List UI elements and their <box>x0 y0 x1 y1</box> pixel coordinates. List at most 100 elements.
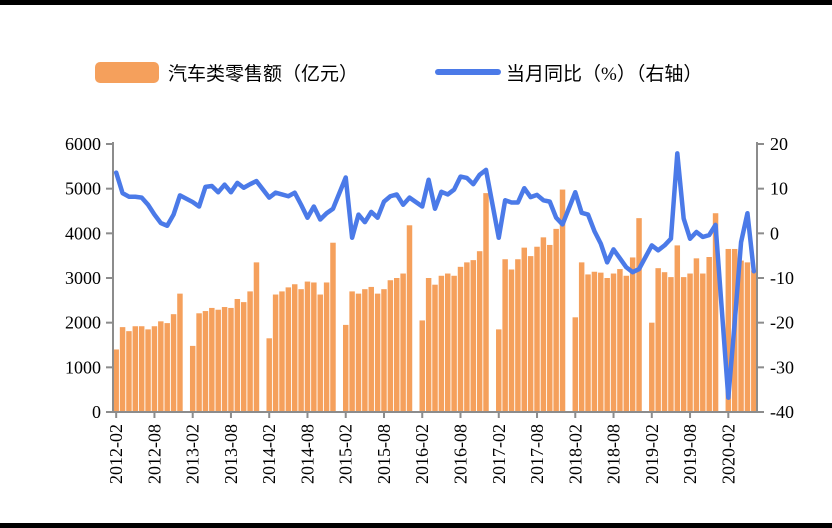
bar-2016-12 <box>483 193 489 412</box>
right-axis-label: -30 <box>770 357 794 377</box>
x-axis-label: 2019-02 <box>642 424 662 484</box>
bar-2016-03 <box>425 278 432 412</box>
bar-2019-11 <box>706 257 712 412</box>
bar-2018-05 <box>591 271 598 412</box>
bar-2012-03 <box>119 327 126 412</box>
bar-2013-06 <box>215 309 221 412</box>
bar-2017-10 <box>547 244 553 412</box>
bar-2017-09 <box>540 237 547 412</box>
legend-bar-label: 汽车类零售额（亿元） <box>168 63 358 85</box>
bar-2016-10 <box>470 260 476 412</box>
x-axis-label: 2016-08 <box>451 424 471 484</box>
bar-2013-05 <box>209 307 215 412</box>
bar-2019-10 <box>700 273 706 412</box>
bar-2019-05 <box>668 277 674 412</box>
bar-2012-06 <box>138 326 145 412</box>
bar-2018-12 <box>636 218 642 412</box>
x-axis-label: 2018-02 <box>565 424 585 484</box>
bar-2019-09 <box>693 258 700 412</box>
bar-2017-12 <box>559 189 566 412</box>
bottom-border <box>0 523 832 528</box>
bar-2016-07 <box>451 275 457 412</box>
right-axis-label: -40 <box>770 402 794 422</box>
x-axis-label: 2017-08 <box>527 424 547 484</box>
bar-2018-02 <box>572 317 579 412</box>
bar-2012-02 <box>113 349 119 412</box>
x-axis-label: 2012-02 <box>106 424 126 484</box>
left-axis-label: 0 <box>92 402 101 422</box>
bar-2013-12 <box>253 262 260 412</box>
bar-2012-12 <box>177 293 183 412</box>
left-axis-label: 4000 <box>65 223 101 243</box>
bar-2014-03 <box>272 294 279 412</box>
bar-2015-06 <box>368 286 374 412</box>
x-axis-label: 2013-08 <box>221 424 241 484</box>
bar-2017-03 <box>502 259 508 412</box>
bar-2015-12 <box>406 225 413 412</box>
bar-2013-09 <box>234 298 241 412</box>
right-axis-label: 10 <box>770 179 788 199</box>
bar-2018-04 <box>585 274 591 412</box>
bar-2012-11 <box>170 314 177 412</box>
yoy-line <box>113 151 757 400</box>
bar-2020-06 <box>751 270 757 412</box>
bar-2017-11 <box>553 228 559 412</box>
legend-bar-swatch <box>95 62 159 83</box>
top-border <box>0 0 832 5</box>
left-axis-label: 1000 <box>65 357 101 377</box>
bar-2013-04 <box>202 311 209 412</box>
bar-2012-05 <box>132 326 139 412</box>
bar-2020-05 <box>744 262 751 412</box>
left-axis-label: 3000 <box>65 268 101 288</box>
bar-2013-08 <box>228 307 234 412</box>
bar-2015-09 <box>387 280 394 412</box>
right-axis-label: 20 <box>770 134 788 154</box>
bar-2015-10 <box>394 278 400 412</box>
bar-2013-03 <box>196 313 202 412</box>
bar-2018-11 <box>629 257 636 412</box>
bar-2015-03 <box>349 291 355 412</box>
bar-2014-02 <box>266 338 272 412</box>
right-axis-label: -20 <box>770 313 794 333</box>
x-axis-label: 2012-08 <box>144 424 164 484</box>
bar-2017-04 <box>508 269 515 412</box>
legend-line-label: 当月同比（%）（右轴） <box>506 63 702 85</box>
bar-2018-07 <box>604 278 610 412</box>
bar-2013-11 <box>247 291 253 412</box>
x-axis-label: 2020-02 <box>718 424 738 484</box>
right-axis-label: -10 <box>770 268 794 288</box>
x-axis-label: 2015-08 <box>374 424 394 484</box>
bar-2014-05 <box>285 287 292 412</box>
x-axis-label: 2014-08 <box>297 424 317 484</box>
x-axis-label: 2017-02 <box>489 424 509 484</box>
plot-area: 0 1000 2000 3000 4000 5000 6000 -40 -30 -20 -10 0 10… <box>65 134 794 484</box>
bar-2018-06 <box>598 272 604 412</box>
bar-2014-08 <box>304 281 311 412</box>
left-axis-label: 6000 <box>65 134 101 154</box>
bar-2015-04 <box>355 293 362 412</box>
bar-2019-02 <box>649 322 655 412</box>
bar-2014-12 <box>330 242 336 412</box>
bar-2014-10 <box>317 294 323 412</box>
right-axis-label: 0 <box>770 223 779 243</box>
bar-2015-05 <box>362 289 368 412</box>
bar-2020-04 <box>738 260 744 412</box>
bar-2012-09 <box>158 321 164 412</box>
bar-2017-08 <box>534 246 540 412</box>
bar-2013-02 <box>189 345 196 412</box>
bar-2014-07 <box>298 289 304 412</box>
bar-2017-07 <box>527 256 534 412</box>
bar-2012-04 <box>126 331 132 412</box>
bar-2018-09 <box>617 269 623 412</box>
bar-2013-07 <box>221 307 228 412</box>
left-axis-label: 2000 <box>65 313 101 333</box>
bar-2020-02 <box>725 248 732 412</box>
bar-2014-09 <box>311 282 317 412</box>
bar-2015-02 <box>342 324 349 412</box>
bar-2019-04 <box>661 272 668 412</box>
bar-2014-04 <box>279 291 285 412</box>
bar-2018-03 <box>578 262 585 412</box>
bar-2016-11 <box>476 251 483 412</box>
bar-2012-07 <box>145 329 151 412</box>
